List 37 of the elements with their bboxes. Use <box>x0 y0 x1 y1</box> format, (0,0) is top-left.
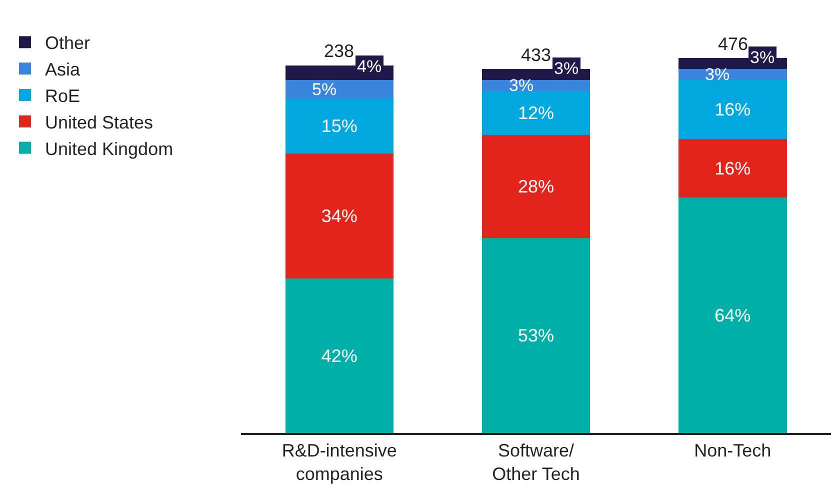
data-label: 3% <box>705 65 730 84</box>
legend-label: United States <box>45 112 154 132</box>
data-label: 4% <box>357 57 382 76</box>
bar <box>678 138 787 198</box>
bar <box>482 238 590 433</box>
bar <box>482 135 590 238</box>
bar <box>285 80 394 98</box>
annotation: 476 <box>718 34 748 54</box>
data-label: 12% <box>518 103 554 124</box>
data-label: 16% <box>714 99 751 120</box>
bar <box>678 69 787 80</box>
data-label: 53% <box>518 326 554 346</box>
legend-label: United Kingdom <box>45 138 174 159</box>
x-tick-label: Non-Tech <box>694 440 772 460</box>
data-label: 3% <box>554 59 579 78</box>
annotation: 433 <box>521 45 552 65</box>
bar <box>285 278 394 433</box>
annotation: 238 <box>324 41 354 61</box>
x-tick-label: Software/ Other Tech <box>492 440 580 484</box>
bar <box>482 91 590 136</box>
bar <box>678 80 787 139</box>
bar <box>285 98 394 154</box>
bar <box>285 154 394 279</box>
data-label: 42% <box>321 346 358 366</box>
data-label: 3% <box>750 48 775 67</box>
legend-label: Other <box>45 33 90 54</box>
data-label: 64% <box>714 305 751 326</box>
legend-label: RoE <box>45 86 80 106</box>
data-label: 3% <box>509 76 534 95</box>
data-label: 28% <box>518 176 554 197</box>
data-label: 16% <box>714 158 751 178</box>
legend-label: Asia <box>45 60 82 80</box>
data-label: 34% <box>321 206 358 226</box>
data-label: 5% <box>312 80 337 99</box>
x-tick-label: R&D-intensive companies <box>282 440 397 484</box>
data-label: 15% <box>321 116 358 136</box>
bar <box>678 198 787 433</box>
